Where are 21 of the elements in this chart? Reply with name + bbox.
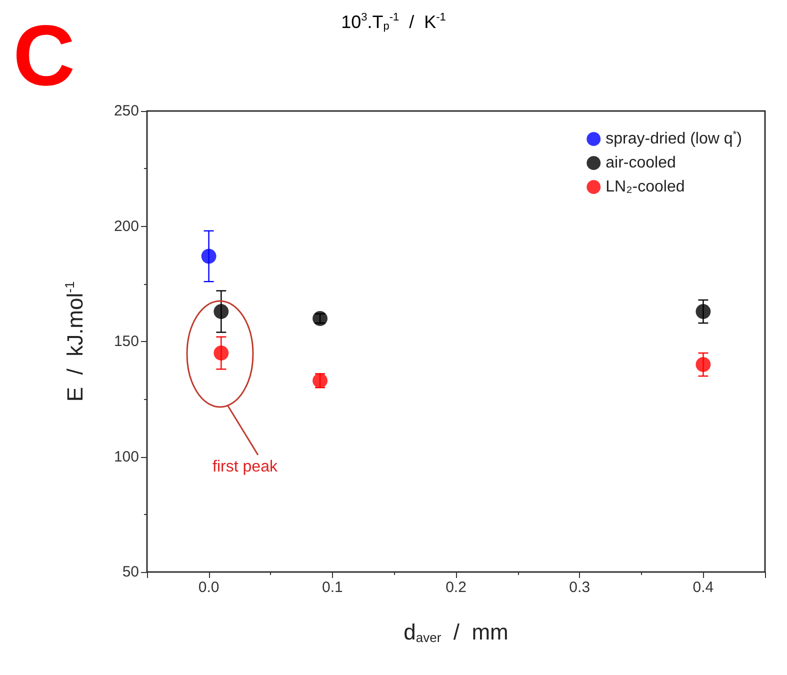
point xyxy=(696,304,711,320)
y-tick-label: 50 xyxy=(122,564,139,580)
x-tick-label: 0.1 xyxy=(322,579,343,596)
point xyxy=(201,248,216,264)
y-tick-label: 150 xyxy=(114,333,139,350)
point xyxy=(214,346,229,361)
legend-label: LN₂-cooled xyxy=(606,178,685,196)
legend-label: air-cooled xyxy=(606,154,676,172)
text: 0.0 xyxy=(198,579,220,596)
annotation: first peak xyxy=(212,458,278,476)
chart-title: C xyxy=(13,8,76,104)
y-axis-title: E / kJ.mol-1 xyxy=(62,281,88,402)
point xyxy=(214,304,229,320)
x-tick-label: 0.2 xyxy=(446,579,466,596)
x-tick-label: 0.4 xyxy=(692,579,714,596)
point xyxy=(696,357,711,372)
y-tick-label: 250 xyxy=(114,102,139,120)
legend-label: spray-dried (low q*) xyxy=(606,130,742,148)
y-tick-label: 200 xyxy=(114,218,139,235)
y-tick-label: 100 xyxy=(114,448,139,466)
x-tick-label: 0.3 xyxy=(569,579,590,596)
